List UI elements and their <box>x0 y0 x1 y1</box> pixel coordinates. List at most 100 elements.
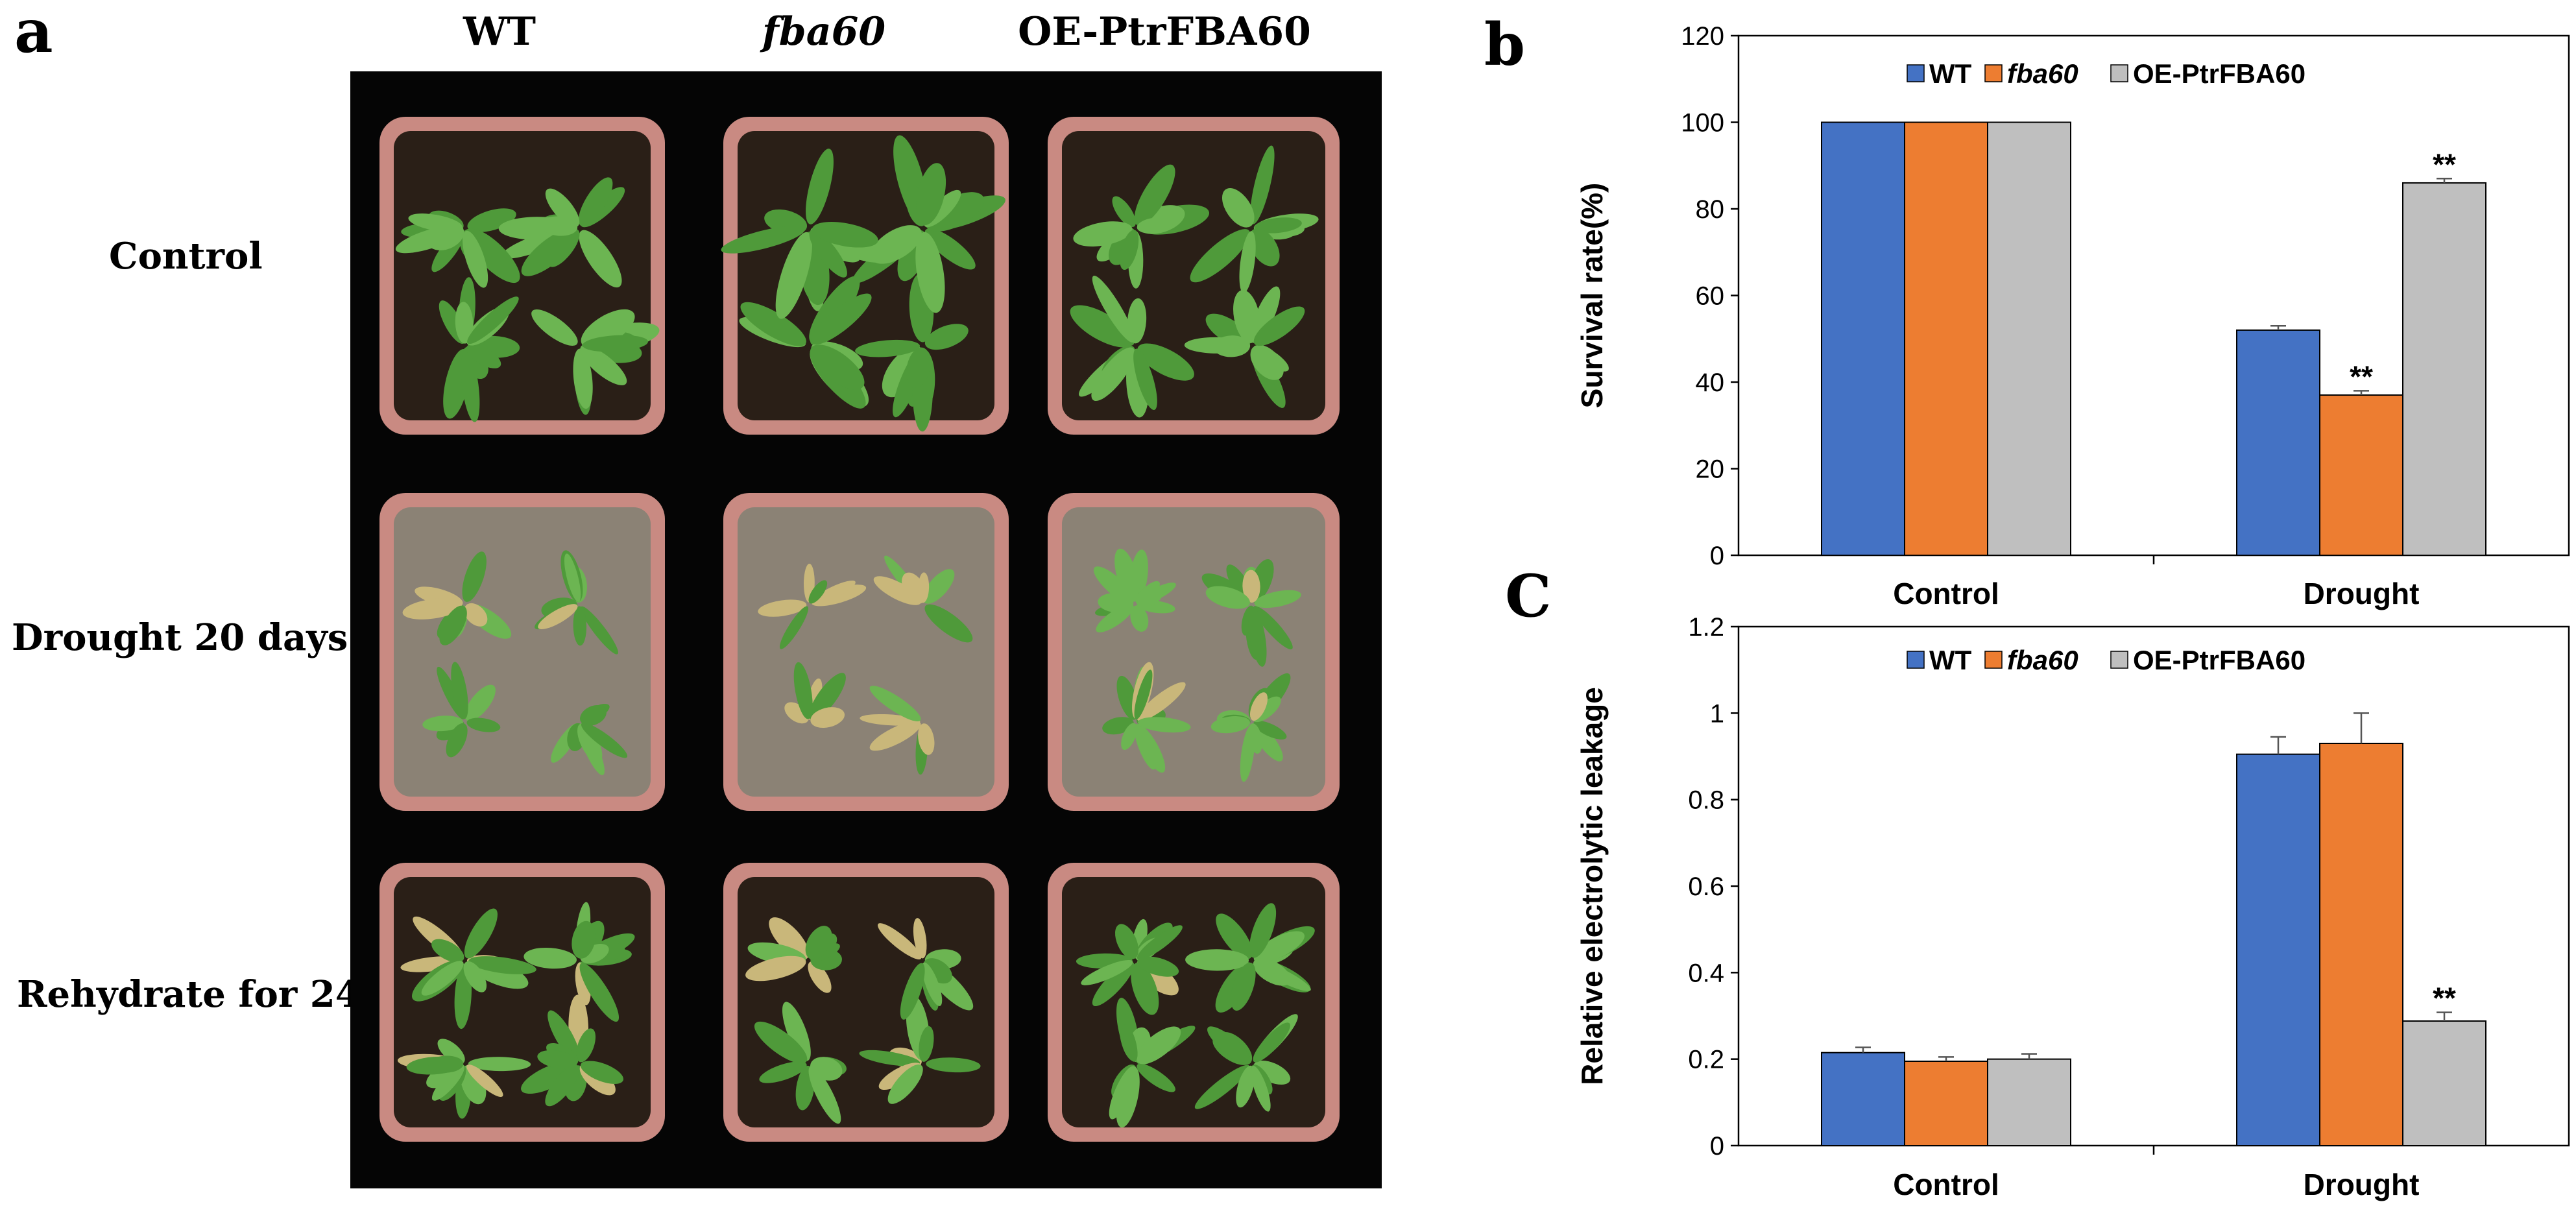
leaf <box>878 923 922 960</box>
leaf <box>1137 1063 1175 1092</box>
leaf <box>431 1065 464 1101</box>
leaf <box>540 216 578 236</box>
pot-drought-fba60 <box>723 493 1009 811</box>
y-tick-label: 20 <box>1696 455 1725 484</box>
leaf <box>793 662 813 719</box>
leaf <box>581 723 628 758</box>
leaf <box>758 599 807 617</box>
leaf <box>855 339 921 357</box>
leaf <box>521 1061 577 1094</box>
leaf <box>916 163 946 225</box>
leaf <box>808 580 828 604</box>
leaf <box>1205 586 1250 609</box>
plant-photo-drawing <box>379 117 1340 1142</box>
legend-swatch <box>1907 64 1925 82</box>
leaf <box>1216 913 1253 959</box>
leaf <box>1137 682 1186 721</box>
leaf <box>1130 605 1149 632</box>
y-tick-label: 0 <box>1710 542 1724 570</box>
pot-soil <box>738 507 994 797</box>
bar-fba60-drought <box>2319 394 2403 557</box>
leaf <box>437 1039 465 1065</box>
leaf <box>1133 348 1157 410</box>
leaf <box>1070 305 1133 348</box>
bar-oe-ptrfba60-control <box>1987 1058 2071 1147</box>
leaf <box>1135 585 1164 607</box>
y-tick-label: 0.8 <box>1688 786 1724 815</box>
leaf <box>913 918 927 959</box>
legend-swatch <box>2110 64 2128 82</box>
leaf <box>1137 343 1194 381</box>
leaf <box>1073 221 1133 247</box>
leaf <box>439 605 467 645</box>
leaf <box>806 149 834 224</box>
leaf <box>582 335 649 352</box>
y-tick-label: 0.2 <box>1688 1046 1724 1074</box>
leaf <box>1137 956 1179 977</box>
survival-rate-chart: b 0 20 40 60 80 100 120 Survival rate(%) Control D… <box>1484 10 2570 610</box>
leaf <box>1231 962 1256 1011</box>
legend-label-oe-ptrfba60: OE-PtrFBA60 <box>2133 645 2305 675</box>
column-label-wt: WT <box>463 9 536 54</box>
leaf <box>1190 229 1251 283</box>
legend-label-oe-ptrfba60: OE-PtrFBA60 <box>2133 58 2305 89</box>
y-tick-label: 0.6 <box>1688 872 1724 901</box>
leaf <box>740 302 806 346</box>
leaf <box>922 569 955 604</box>
leaf <box>745 956 806 981</box>
leaf <box>1254 931 1305 963</box>
leaf <box>580 606 618 655</box>
leaf <box>538 604 578 630</box>
leaf <box>922 962 943 1006</box>
leaf <box>810 707 845 728</box>
leaf <box>573 606 587 646</box>
y-tick-label: 40 <box>1696 368 1725 397</box>
leaf <box>1120 230 1139 271</box>
leaf <box>1184 337 1249 354</box>
legend-swatch <box>1984 651 2003 669</box>
leaf <box>464 684 496 721</box>
leaf <box>924 228 976 270</box>
leaf <box>466 344 501 368</box>
y-axis-label: Survival rate(%) <box>1575 183 1609 409</box>
leaf <box>545 1065 580 1107</box>
leaf <box>759 1061 807 1083</box>
leaf <box>466 228 520 283</box>
leaf <box>808 1066 841 1124</box>
leaf <box>402 598 463 620</box>
y-tick-label: 60 <box>1696 282 1725 311</box>
leaf <box>467 296 519 344</box>
leaf <box>1092 275 1135 343</box>
pot-rehydrate-wt <box>379 863 665 1142</box>
legend: WT fba60 OE-PtrFBA60 <box>1907 58 2305 89</box>
leaf <box>1138 717 1191 733</box>
leaf <box>809 673 846 721</box>
bar-wt-control <box>1821 1052 1905 1147</box>
leaf <box>919 1026 934 1062</box>
leaf <box>1081 959 1133 985</box>
category-label-control: Control <box>1893 577 1999 610</box>
leaf <box>924 604 973 643</box>
leaf <box>451 662 468 719</box>
leaf <box>809 230 847 278</box>
leaf <box>463 230 488 288</box>
leaf <box>871 225 922 264</box>
bar-fba60-control <box>1904 1061 1988 1146</box>
y-tick-label: 1.2 <box>1688 613 1724 642</box>
bar-wt-drought <box>2236 329 2320 556</box>
leaf <box>548 1010 580 1062</box>
bar-oe-ptrfba60-drought <box>2402 182 2486 556</box>
leaf <box>1249 903 1277 958</box>
leaf <box>1134 669 1153 720</box>
leaf <box>1250 344 1284 380</box>
pot-rehydrate-fba60 <box>723 863 1009 1142</box>
leaf <box>925 192 985 232</box>
leaf <box>1239 231 1256 293</box>
significance-marker: ** <box>2350 359 2373 393</box>
leaf <box>1122 1024 1138 1062</box>
leaf <box>887 1065 923 1104</box>
leaf <box>466 1064 503 1098</box>
legend-label-fba60: fba60 <box>2007 645 2078 675</box>
legend-label-fba60: fba60 <box>2007 58 2078 89</box>
legend-label-wt: WT <box>1929 645 1972 675</box>
